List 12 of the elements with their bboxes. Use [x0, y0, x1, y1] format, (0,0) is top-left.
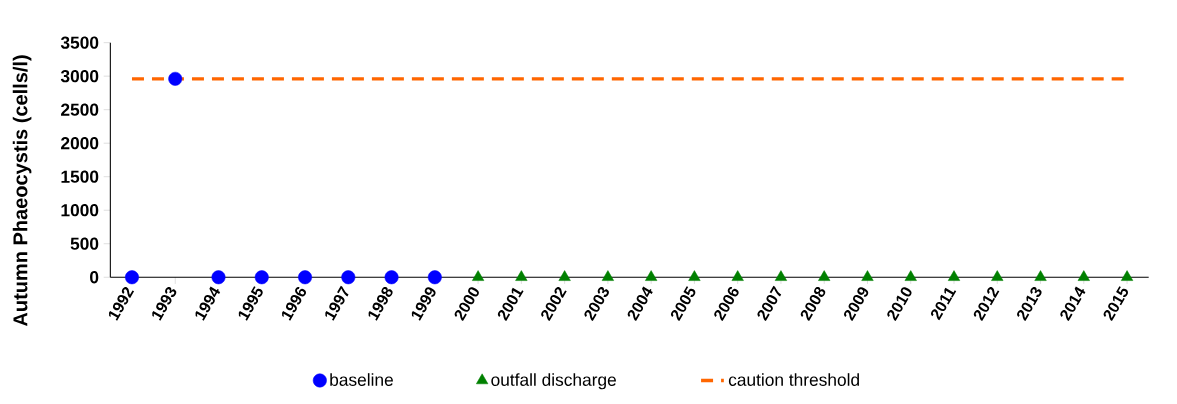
legend-label: baseline [330, 373, 393, 386]
y-tick-label: 2500 [61, 103, 99, 116]
legend-label: caution threshold [728, 373, 859, 386]
y-tick-label: 1000 [61, 204, 99, 217]
y-tick-label: 3000 [60, 70, 99, 83]
y-axis-title: Autumn Phaeocystis (cells/l) [12, 55, 32, 327]
y-tick-label: 0 [90, 271, 99, 284]
y-tick-label: 3500 [60, 36, 99, 49]
legend-label: outfall discharge [491, 373, 616, 390]
y-tick-label: 500 [70, 237, 99, 250]
y-tick-label: 1500 [61, 170, 99, 183]
y-tick-label: 2000 [61, 137, 99, 150]
